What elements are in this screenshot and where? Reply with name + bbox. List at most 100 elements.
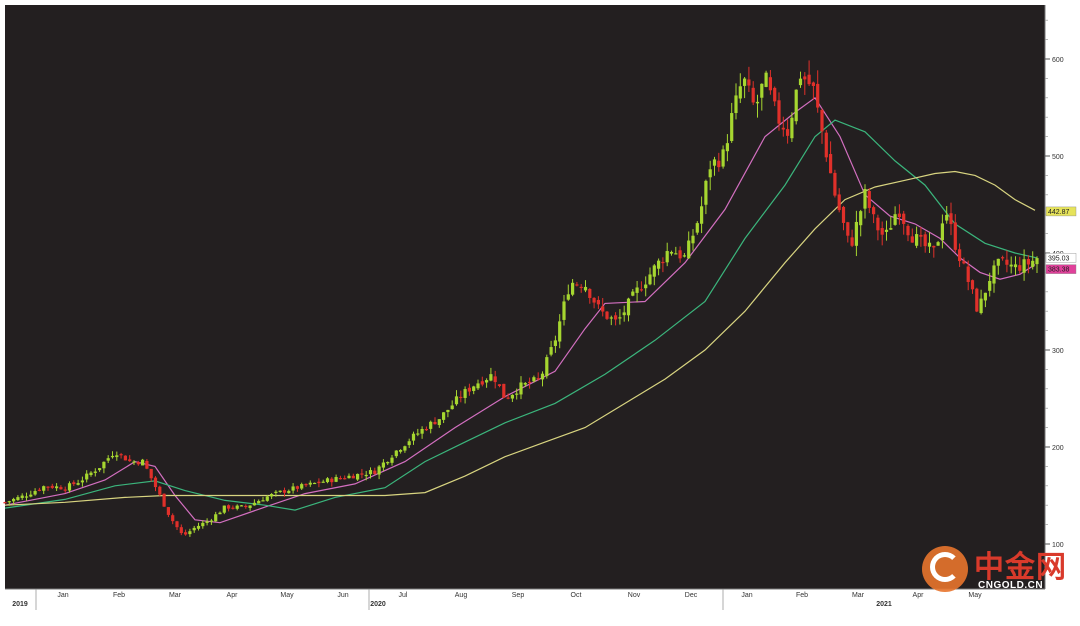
candle-body [184,532,188,535]
candle-body [794,89,798,122]
candle-body [850,237,854,246]
candle-body [338,477,342,480]
candle-body [601,306,605,312]
candle-body [37,489,41,491]
candle-body [347,475,351,479]
candle-body [308,482,312,485]
candle-body [132,461,136,463]
x-month-label: Jun [337,592,348,599]
candle-body [291,486,295,491]
x-year-label: 2021 [876,601,892,608]
x-month-label: Jan [741,592,752,599]
candle-body [979,298,983,314]
candle-body [665,251,669,263]
candle-body [411,433,416,441]
candle-body [437,419,441,426]
candle-body [953,222,957,250]
candle-body [803,76,807,80]
candle-body [863,188,867,209]
candle-body [158,486,162,495]
candle-body [558,321,562,342]
candle-body [493,376,497,383]
candle-body [841,206,846,223]
candle-body [777,100,781,124]
candle-body [536,378,540,380]
price-marker-box [1045,206,1077,217]
candle-body [80,480,84,483]
candle-body [235,505,239,509]
candle-body [725,143,729,152]
moving-average-line-3 [4,170,1036,506]
candle-body [506,397,510,399]
candle-body [214,514,218,522]
x-axis: Jan Feb Mar Apr May Jun Jul Aug Sep Oct Nov Dec Jan F… [5,588,1045,611]
candle-body [416,433,420,435]
x-month-label: Jul [399,592,408,599]
candle-body [897,213,901,218]
candle-body [682,255,686,257]
candle-body [317,481,321,484]
candle-body [399,449,403,452]
x-month-label: Jan [57,592,68,599]
candle-body [644,284,648,289]
candle-body [596,299,600,305]
candle-body [910,236,914,243]
candle-body [1018,265,1022,271]
candle-body [287,490,291,494]
candle-body [661,261,665,264]
candle-body [472,386,476,391]
watermark-domain: CNGOLD.CN [978,580,1044,591]
watermark-brand: 中金网 [974,550,1067,585]
candle-body [1001,257,1005,259]
candle-body [717,160,721,168]
candle-body [192,527,196,531]
candle-body [407,441,411,446]
price-markers: 442.87 395.03 383.38 [1045,206,1077,274]
price-marker-box [1045,264,1077,274]
candle-body [588,289,592,298]
x-month-label: May [280,592,294,599]
candle-body [764,72,768,87]
candle-body [730,113,734,141]
candle-body [721,149,725,167]
candle-body [786,129,790,136]
candle-body [902,213,906,224]
candle-body [876,217,880,231]
watermark-subtitle: 中 文 财 经 新 媒 体 [926,594,1056,625]
candle-body [12,498,16,502]
candle-body [609,317,613,319]
candle-body [571,282,575,295]
candle-body [386,462,390,464]
x-month-label: Apr [913,592,925,599]
candle-body [1022,259,1026,273]
x-month-label: Apr [227,592,239,599]
candle-body [20,495,24,498]
candle-body [945,214,949,221]
candle-body [889,228,893,230]
candle-body [89,472,93,476]
candle-body [631,291,635,296]
candle-body [704,180,708,205]
x-month-label: Nov [628,592,641,599]
candle-body [446,409,450,413]
candle-body [626,298,631,316]
candle-body [932,245,936,248]
candle-body [880,228,884,235]
candle-body [820,110,824,132]
candle-body [304,483,308,486]
x-month-label: Oct [571,592,582,599]
candle-body [175,521,179,528]
x-month-label: Mar [169,592,182,599]
candle-body [368,470,373,475]
candle-body [222,505,226,513]
candle-body [734,95,738,113]
candle-body [102,461,106,469]
candle-body [669,251,674,254]
candle-body [63,489,67,491]
candle-body [162,493,166,507]
candle-body [1013,264,1018,268]
candle-body [325,478,330,483]
candle-body [781,127,785,130]
candle-body [747,79,751,86]
candle-body [179,527,183,534]
